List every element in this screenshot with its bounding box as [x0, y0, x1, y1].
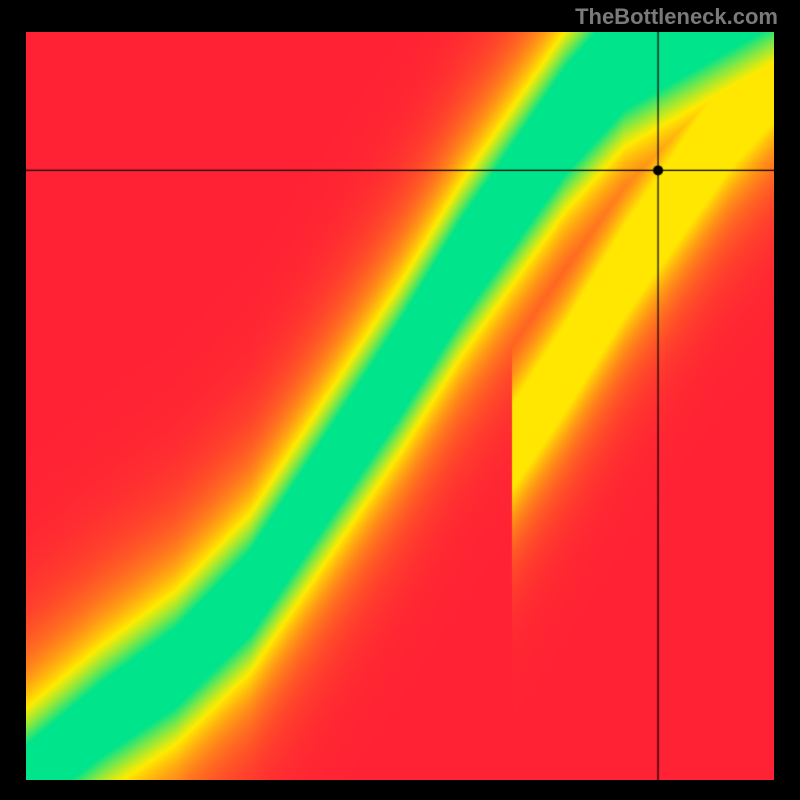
bottleneck-heatmap — [26, 32, 774, 780]
watermark-text: TheBottleneck.com — [575, 4, 778, 30]
chart-container: TheBottleneck.com — [0, 0, 800, 800]
